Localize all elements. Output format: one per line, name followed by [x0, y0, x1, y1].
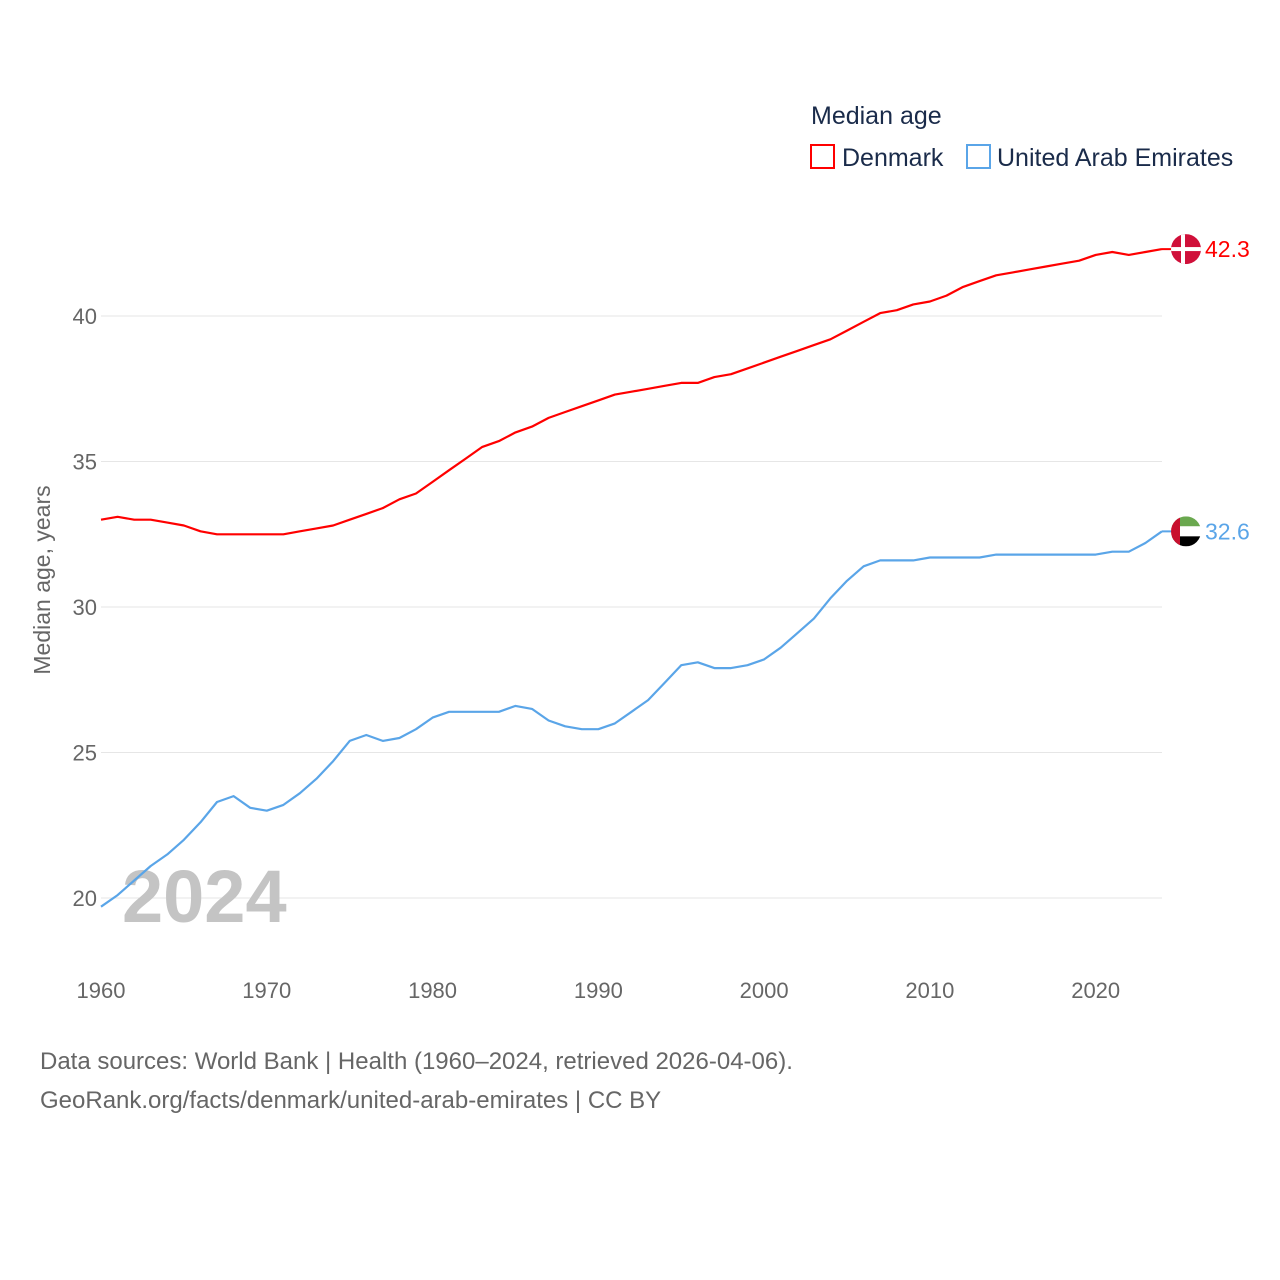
x-tick-label: 1980 [408, 978, 457, 1003]
x-tick-label: 2000 [740, 978, 789, 1003]
x-tick-label: 2020 [1071, 978, 1120, 1003]
series-line-uae [100, 530, 1163, 908]
y-tick-label: 25 [73, 741, 97, 766]
source-line-2[interactable]: GeoRank.org/facts/denmark/united-arab-em… [40, 1087, 661, 1114]
year-watermark: 2024 [122, 855, 287, 938]
end-value-label: 42.3 [1205, 236, 1250, 262]
source-line-1: Data sources: World Bank | Health (1960–… [40, 1048, 793, 1075]
y-axis: 20 25 30 35 40 [73, 304, 97, 911]
grid [101, 315, 1162, 899]
y-tick-label: 30 [73, 595, 97, 620]
end-value-label: 32.6 [1205, 518, 1250, 544]
legend-label-denmark: Denmark [842, 144, 944, 172]
y-tick-label: 40 [73, 304, 97, 329]
legend-title: Median age [811, 102, 942, 130]
denmark-flag-icon [1171, 234, 1201, 265]
y-axis-label: Median age, years [29, 485, 55, 674]
uae-flag-icon [1171, 516, 1201, 547]
y-tick-label: 20 [73, 886, 97, 911]
x-tick-label: 1960 [77, 978, 126, 1003]
legend-label-uae: United Arab Emirates [997, 144, 1233, 172]
y-tick-label: 35 [73, 450, 97, 475]
legend-item-uae[interactable]: United Arab Emirates [966, 144, 1233, 172]
x-tick-label: 2010 [905, 978, 954, 1003]
end-labels: 42.3 32.6 [1162, 234, 1250, 547]
series-lines [100, 248, 1163, 908]
series-line-denmark [100, 248, 1163, 536]
legend-swatch-uae [966, 144, 991, 169]
legend-item-denmark[interactable]: Denmark [810, 144, 944, 172]
x-tick-label: 1990 [574, 978, 623, 1003]
x-tick-label: 1970 [242, 978, 291, 1003]
legend-swatch-denmark [810, 144, 835, 169]
x-axis: 1960 1970 1980 1990 2000 2010 2020 [77, 978, 1121, 1003]
